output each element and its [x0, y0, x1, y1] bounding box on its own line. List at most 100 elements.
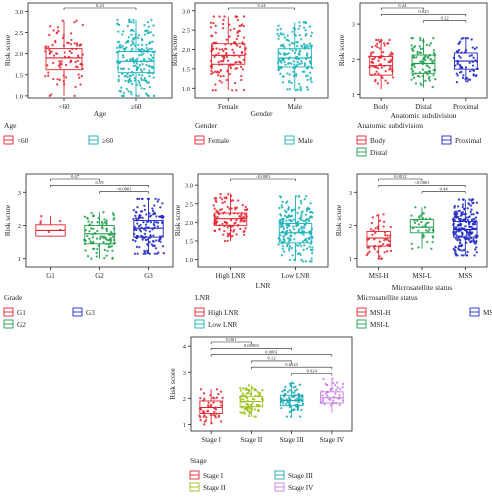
data-point — [70, 51, 73, 55]
data-point — [468, 225, 472, 228]
data-point — [459, 214, 463, 217]
x-tick-label: G2 — [95, 272, 104, 280]
data-point — [253, 408, 257, 411]
data-point — [135, 228, 138, 232]
data-point — [244, 52, 247, 56]
legend-item: ≥60 — [88, 135, 114, 145]
data-point — [277, 37, 280, 40]
data-point — [141, 63, 144, 66]
data-point — [297, 393, 300, 396]
data-point — [285, 399, 288, 402]
data-point — [221, 396, 224, 400]
data-point — [429, 57, 432, 61]
data-point — [152, 94, 156, 98]
data-point — [222, 26, 225, 30]
legend-label: Stage I — [203, 472, 224, 480]
data-point — [56, 26, 60, 29]
data-point — [369, 228, 373, 231]
data-point — [277, 51, 280, 54]
data-point — [214, 31, 217, 34]
data-point — [456, 205, 460, 208]
data-point — [105, 227, 109, 230]
data-point — [464, 77, 467, 81]
data-point — [324, 382, 327, 386]
data-point — [121, 33, 124, 36]
data-point — [379, 63, 383, 66]
data-point — [426, 56, 430, 59]
data-point — [216, 74, 220, 77]
data-point — [369, 53, 373, 56]
data-point — [304, 29, 307, 32]
data-point — [288, 229, 292, 232]
data-point — [239, 227, 242, 231]
data-point — [80, 74, 84, 78]
legend-item: G3 — [72, 307, 95, 317]
legend-title: Grade — [4, 293, 23, 302]
data-point — [113, 242, 116, 245]
data-point — [44, 46, 47, 50]
panel-3: 1 2 3 Risk score Body Distal Proximal 0.24 0.023… — [337, 2, 488, 157]
data-point — [258, 394, 261, 397]
data-point — [292, 225, 295, 228]
data-point — [465, 216, 468, 219]
data-point — [431, 235, 434, 238]
data-point — [96, 247, 99, 251]
data-point — [243, 407, 246, 411]
legend-item: MSS — [469, 307, 492, 317]
data-point — [280, 204, 283, 207]
data-point — [377, 38, 380, 42]
data-point — [280, 400, 283, 404]
data-point — [151, 240, 155, 243]
data-point — [277, 58, 280, 61]
data-point — [467, 78, 470, 81]
data-point — [138, 73, 141, 76]
data-point — [137, 34, 141, 37]
data-point — [47, 230, 51, 234]
data-point — [299, 253, 302, 256]
data-point — [139, 234, 143, 238]
legend-item: Proximal — [441, 135, 481, 145]
data-point — [303, 21, 306, 24]
legend-label: Stage IV — [288, 484, 314, 492]
data-point — [152, 72, 155, 75]
data-point — [469, 240, 472, 243]
data-point — [75, 47, 78, 51]
data-point — [132, 38, 135, 41]
data-point — [50, 93, 53, 96]
data-point — [84, 249, 87, 252]
p-value-label: 0.0061 — [265, 349, 278, 354]
data-point — [453, 226, 456, 229]
data-point — [460, 66, 464, 69]
data-point — [239, 389, 242, 392]
data-point — [457, 223, 461, 226]
data-point — [249, 392, 252, 396]
box-body — [409, 219, 435, 234]
data-point — [210, 421, 213, 425]
data-point — [249, 404, 253, 407]
data-point — [461, 233, 464, 236]
data-point — [140, 77, 143, 80]
data-point — [241, 411, 244, 415]
data-point — [291, 30, 294, 33]
data-point — [199, 396, 202, 400]
data-point — [153, 204, 156, 207]
data-point — [293, 51, 297, 54]
data-point — [135, 65, 139, 69]
data-points — [209, 15, 247, 92]
data-point — [300, 38, 303, 41]
data-point — [297, 82, 301, 86]
data-point — [234, 206, 237, 209]
data-point — [73, 42, 76, 45]
data-point — [223, 220, 226, 224]
data-point — [52, 29, 55, 32]
data-point — [83, 242, 87, 246]
legend-item: Male — [284, 135, 313, 145]
data-point — [475, 246, 478, 249]
data-point — [148, 75, 151, 78]
data-point — [242, 230, 245, 234]
data-point — [112, 216, 116, 220]
data-point — [427, 230, 430, 233]
data-point — [136, 36, 140, 40]
data-point — [453, 215, 456, 219]
data-point — [305, 218, 308, 222]
